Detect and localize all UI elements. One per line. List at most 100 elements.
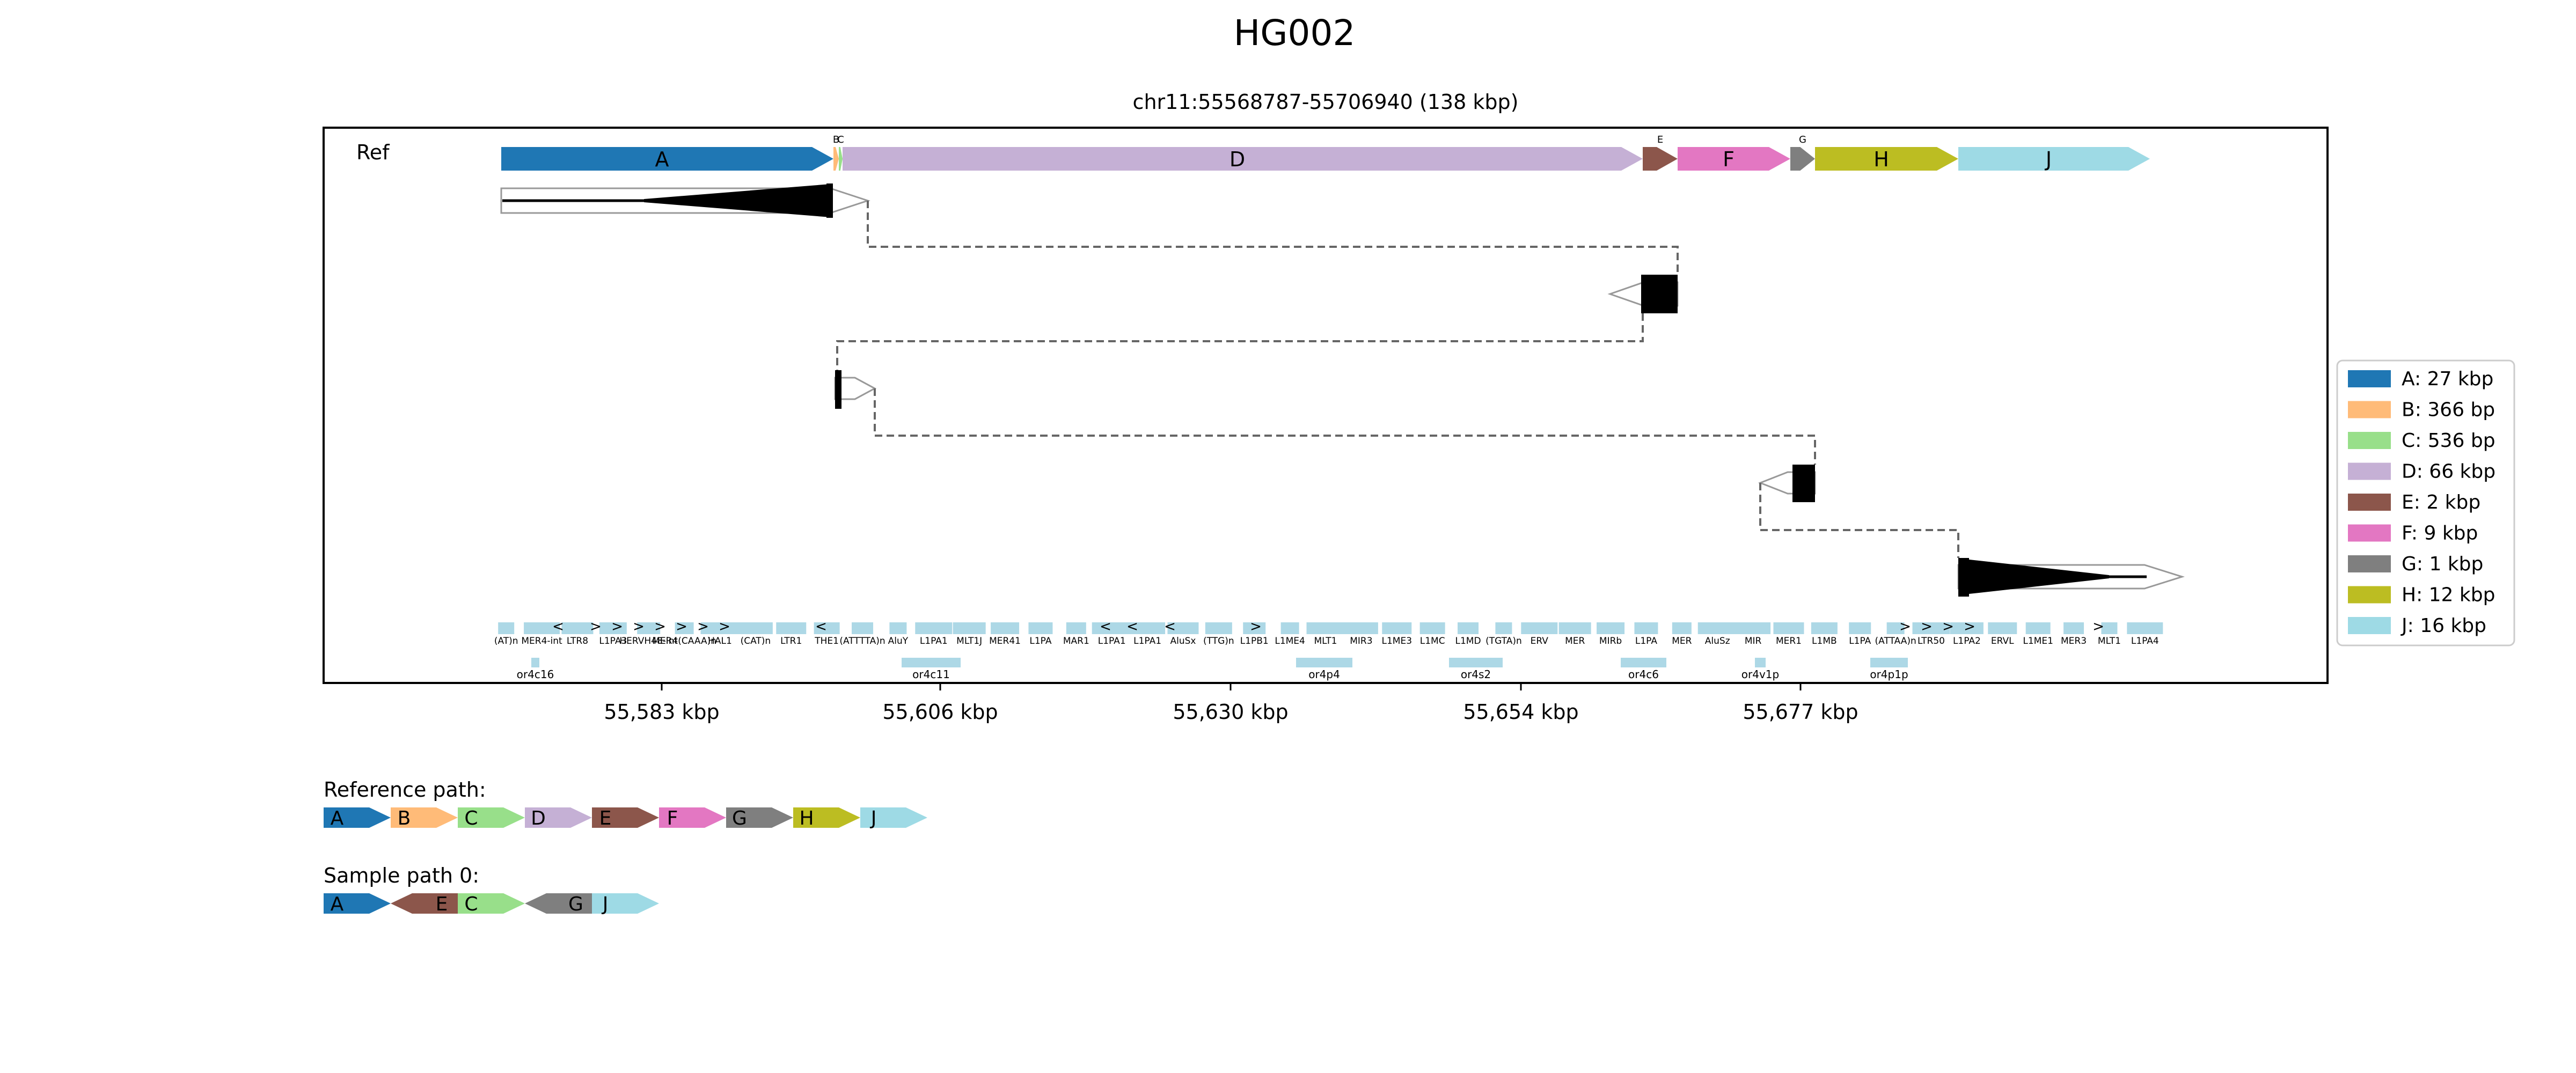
repeat-label: MIRb <box>1599 636 1622 646</box>
repeat-bar <box>1167 622 1199 634</box>
ref-segment-f <box>1678 147 1790 171</box>
repeat-bar <box>2063 622 2084 634</box>
strand-chevron: < <box>1164 619 1176 635</box>
repeat-label: MER41 <box>989 636 1021 646</box>
repeat-bar <box>1849 622 1871 634</box>
repeat-label: AluSx <box>1170 636 1196 646</box>
gene-bar <box>1296 658 1352 667</box>
ref-segment-a-label: A <box>655 148 669 171</box>
repeat-bar <box>1912 622 1950 634</box>
gene-label: or4p4 <box>1308 668 1340 681</box>
repeat-label: MER4(CAAA)n <box>652 636 716 646</box>
repeat-label: MLT1 <box>1314 636 1337 646</box>
gene-label: or4c11 <box>912 668 950 681</box>
repeat-label: L1PA1 <box>1133 636 1161 646</box>
refpath-segment-b <box>391 807 458 828</box>
repeat-bar <box>1558 622 1591 634</box>
strand-chevron: > <box>719 619 730 635</box>
repeat-bar <box>738 622 773 634</box>
strand-chevron: < <box>1126 619 1138 635</box>
repeat-bar <box>1672 622 1692 634</box>
repeat-bar <box>1886 622 1905 634</box>
gene-label: or4v1p <box>1741 668 1779 681</box>
repeat-bar <box>1773 622 1804 634</box>
gene-label: or4s2 <box>1461 668 1491 681</box>
strand-chevron: > <box>590 619 602 635</box>
repeat-bar <box>2025 622 2051 634</box>
repeat-label: HERVH48-int <box>619 636 678 646</box>
gene-label: or4p1p <box>1870 668 1908 681</box>
refpath-segment-label: H <box>799 807 814 829</box>
repeat-bar <box>2101 622 2118 634</box>
legend-label-d: D: 66 kbp <box>2402 461 2496 483</box>
refpath-segment-a <box>324 807 391 828</box>
strand-chevron: > <box>654 619 666 635</box>
gene-bar <box>1621 658 1666 667</box>
repeat-label: MLT1J <box>956 636 982 646</box>
refpath-segment-label: C <box>464 807 478 829</box>
repeat-bar <box>991 622 1020 634</box>
ref-segment-b <box>833 147 839 171</box>
connector-c-g <box>874 388 1816 465</box>
align-g-block <box>1792 465 1815 502</box>
ref-segment-e-label: E <box>1657 134 1663 145</box>
repeat-label: (CAT)n <box>741 636 771 646</box>
refpath-segment-label: D <box>531 807 546 829</box>
ref-segment-h-label: H <box>1874 148 1889 171</box>
repeat-label: L1MB <box>1812 636 1837 646</box>
repeat-bar <box>599 622 627 634</box>
repeat-bar <box>1419 622 1445 634</box>
repeat-bar <box>1243 622 1266 634</box>
ref-segment-a <box>501 147 833 171</box>
strand-chevron: > <box>1942 619 1954 635</box>
legend: A: 27 kbp B: 366 bp C: 536 bp D: 66 kbp E: 2… <box>2336 359 2515 646</box>
repeat-bar <box>1458 622 1479 634</box>
repeat-label: LTR50 <box>1918 636 1945 646</box>
repeat-bar <box>852 622 874 634</box>
repeat-label: L1PA2 <box>1953 636 1981 646</box>
refpath-segment-label: B <box>398 807 411 829</box>
repeat-label: MER <box>1672 636 1692 646</box>
repeat-bar <box>1988 622 2017 634</box>
repeat-bar <box>1950 622 1984 634</box>
figure-subtitle: chr11:55568787-55706940 (138 kbp) <box>1133 90 1519 114</box>
repeat-label: (AT)n <box>494 636 518 646</box>
legend-swatch-j <box>2348 617 2391 634</box>
samplepath-segment-a <box>324 893 391 914</box>
align-e-block <box>1641 275 1678 313</box>
refpath-segment-label: E <box>599 807 612 829</box>
repeat-label: L1PA3 <box>599 636 627 646</box>
samplepath-segment-label: A <box>331 893 344 915</box>
gene-bar <box>902 658 961 667</box>
ref-segment-g-label: G <box>1799 134 1806 145</box>
repeat-label: L1MD <box>1455 636 1481 646</box>
repeat-label: LTR1 <box>780 636 802 646</box>
repeat-label: MLT1 <box>2098 636 2121 646</box>
main-panel-frame <box>323 127 2329 684</box>
strand-chevron: < <box>815 619 827 635</box>
repeat-bar <box>915 622 953 634</box>
legend-label-e: E: 2 kbp <box>2402 491 2480 513</box>
repeat-label: THE1 <box>814 636 839 646</box>
x-tick-label: 55,630 kbp <box>1173 700 1288 724</box>
repeat-bar <box>637 622 661 634</box>
strand-chevron: > <box>676 619 687 635</box>
repeat-label: L1PA <box>1029 636 1051 646</box>
repeat-label: L1ME4 <box>1275 636 1305 646</box>
repeat-bar <box>700 622 740 634</box>
legend-swatch-h <box>2348 586 2391 604</box>
legend-label-b: B: 366 bp <box>2402 399 2495 421</box>
repeat-bar <box>953 622 986 634</box>
ref-segment-d <box>843 147 1643 171</box>
repeat-bar <box>1382 622 1412 634</box>
repeat-label: MIR3 <box>1350 636 1372 646</box>
samplepath-segment-label: G <box>568 893 583 915</box>
repeat-label: (TTG)n <box>1203 636 1234 646</box>
ref-segment-j <box>1958 147 2150 171</box>
legend-label-g: G: 1 kbp <box>2402 553 2483 575</box>
sample-path-title: Sample path 0: <box>324 864 479 887</box>
x-tick-label: 55,677 kbp <box>1743 700 1858 724</box>
repeat-label: AluSz <box>1705 636 1730 646</box>
repeat-label: MAR1 <box>1063 636 1089 646</box>
